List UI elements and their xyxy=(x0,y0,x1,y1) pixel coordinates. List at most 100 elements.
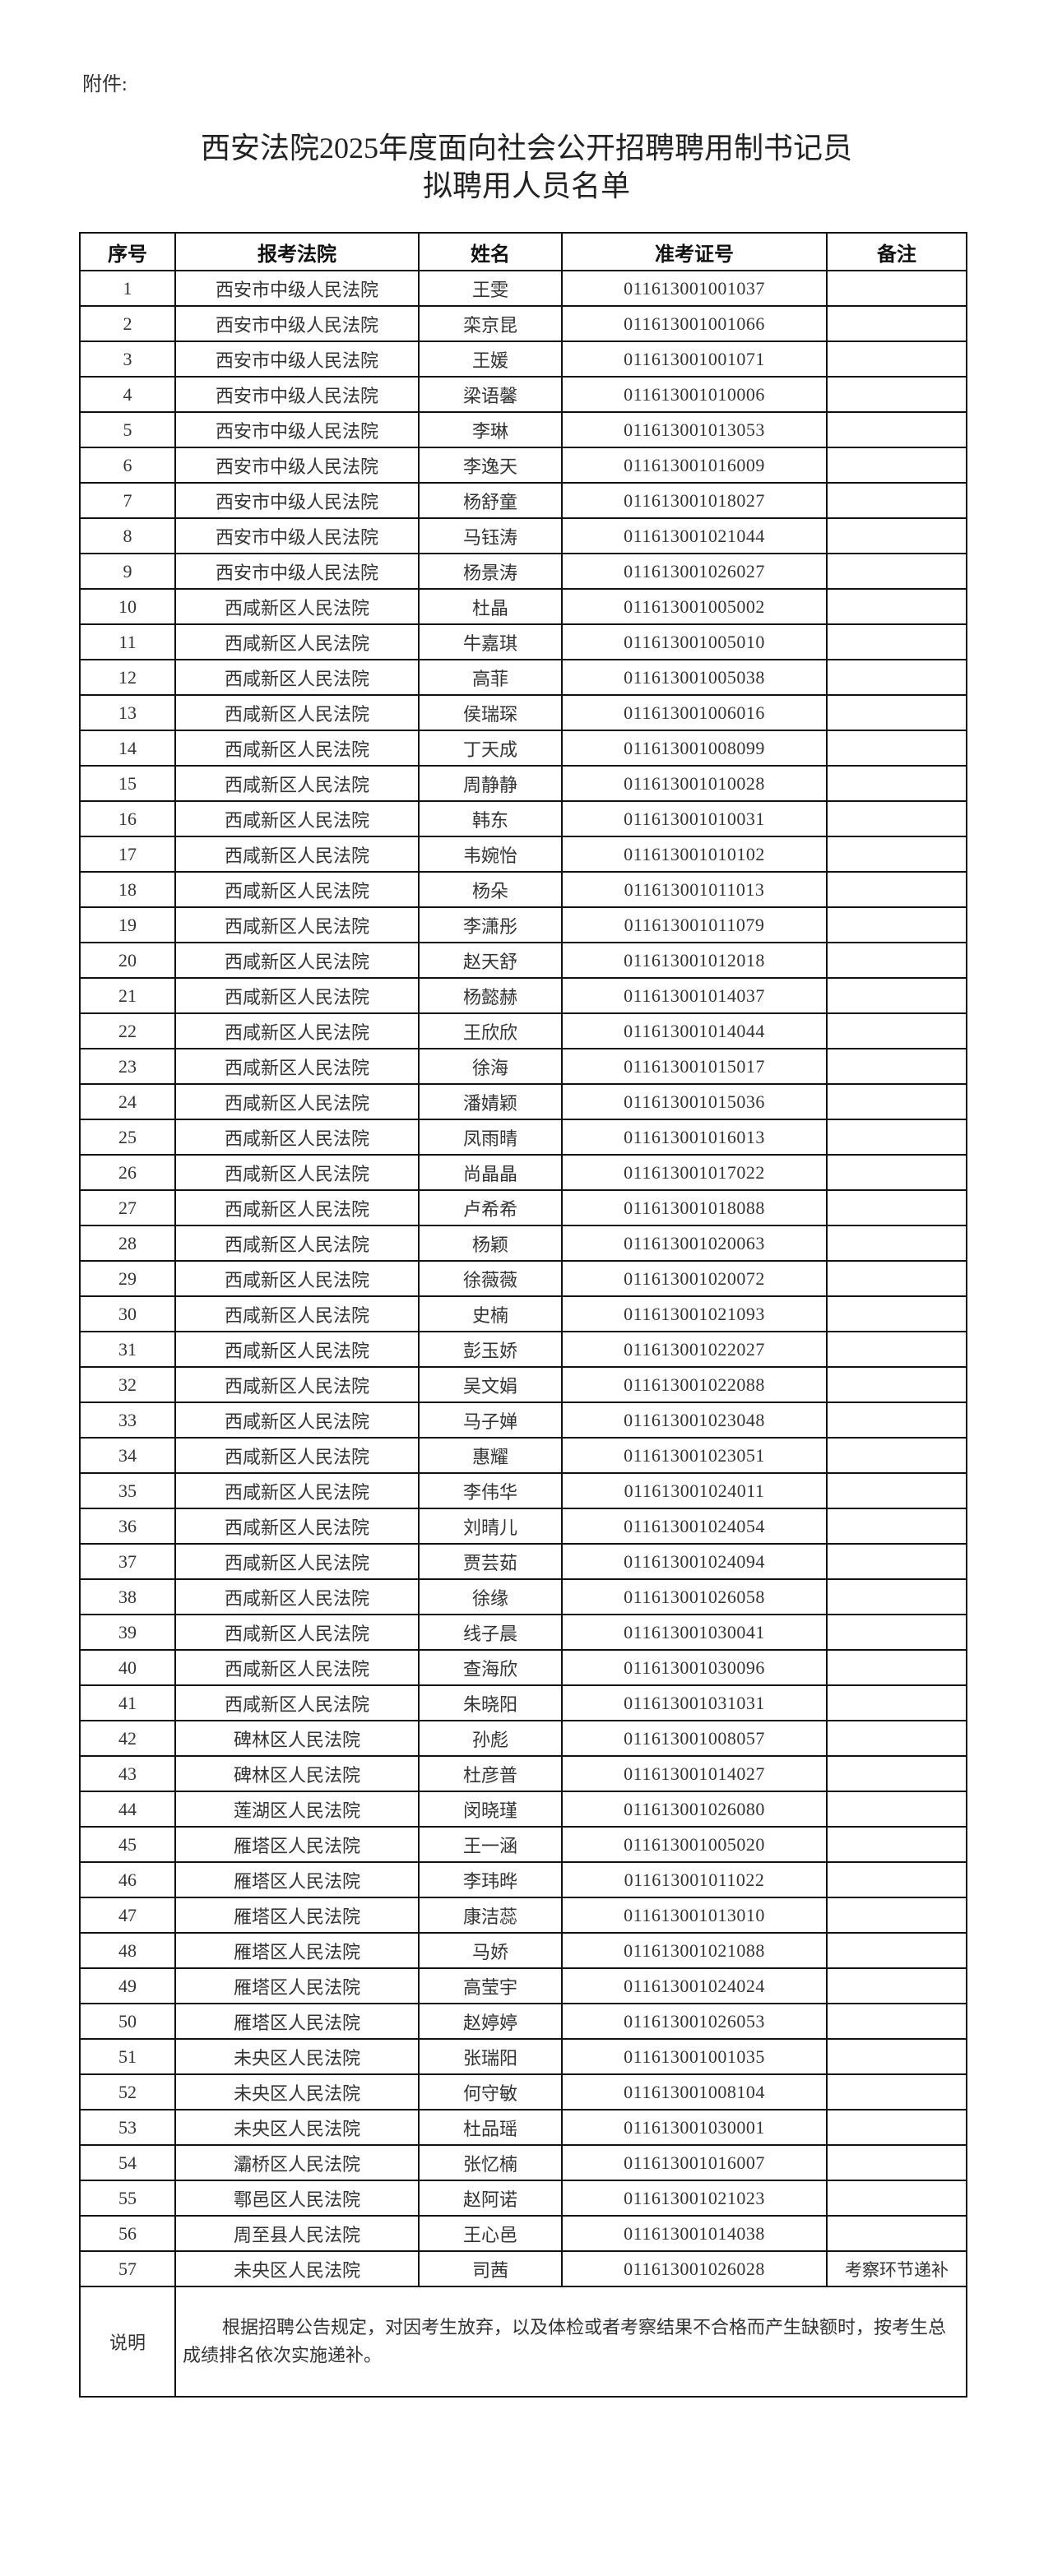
cell-remarks xyxy=(826,800,967,837)
cell-remarks xyxy=(826,447,967,484)
cell-name: 彭玉娇 xyxy=(418,1331,563,1368)
table-row: 45 雁塔区人民法院 王一涵 011613001005020 xyxy=(79,1826,967,1863)
cell-exam-id: 011613001030041 xyxy=(561,1614,828,1651)
table-row: 2 西安市中级人民法院 栾京昆 011613001001066 xyxy=(79,305,967,342)
cell-court: 西咸新区人民法院 xyxy=(174,1083,420,1120)
table-row: 23 西咸新区人民法院 徐海 011613001015017 xyxy=(79,1048,967,1085)
header-remarks: 备注 xyxy=(826,232,967,271)
cell-exam-id: 011613001030001 xyxy=(561,2109,828,2146)
cell-court: 西安市中级人民法院 xyxy=(174,305,420,342)
cell-index: 11 xyxy=(79,623,176,660)
cell-exam-id: 011613001026027 xyxy=(561,553,828,590)
cell-court: 莲湖区人民法院 xyxy=(174,1791,420,1828)
cell-remarks xyxy=(826,2215,967,2252)
cell-index: 46 xyxy=(79,1861,176,1898)
explanation-label: 说明 xyxy=(79,2286,176,2398)
cell-remarks xyxy=(826,411,967,448)
table-row: 25 西咸新区人民法院 凤雨晴 011613001016013 xyxy=(79,1119,967,1156)
cell-court: 未央区人民法院 xyxy=(174,2038,420,2075)
cell-exam-id: 011613001014037 xyxy=(561,977,828,1014)
table-row: 41 西咸新区人民法院 朱晓阳 011613001031031 xyxy=(79,1684,967,1721)
cell-court: 西咸新区人民法院 xyxy=(174,659,420,696)
cell-exam-id: 011613001021088 xyxy=(561,1932,828,1969)
cell-remarks xyxy=(826,1012,967,1049)
cell-index: 47 xyxy=(79,1897,176,1934)
table-row: 29 西咸新区人民法院 徐薇薇 011613001020072 xyxy=(79,1260,967,1297)
cell-court: 碑林区人民法院 xyxy=(174,1755,420,1792)
cell-index: 14 xyxy=(79,730,176,767)
cell-name: 牛嘉琪 xyxy=(418,623,563,660)
cell-remarks xyxy=(826,659,967,696)
table-row: 28 西咸新区人民法院 杨颖 011613001020063 xyxy=(79,1225,967,1262)
cell-index: 1 xyxy=(79,270,176,307)
cell-name: 徐缘 xyxy=(418,1578,563,1615)
cell-exam-id: 011613001020063 xyxy=(561,1225,828,1262)
cell-exam-id: 011613001026028 xyxy=(561,2250,828,2287)
table-row: 26 西咸新区人民法院 尚晶晶 011613001017022 xyxy=(79,1154,967,1191)
cell-remarks xyxy=(826,1119,967,1156)
header-exam-id: 准考证号 xyxy=(561,232,828,271)
header-index: 序号 xyxy=(79,232,176,271)
table-row: 54 灞桥区人民法院 张忆楠 011613001016007 xyxy=(79,2144,967,2181)
cell-index: 32 xyxy=(79,1366,176,1403)
cell-remarks xyxy=(826,1295,967,1332)
cell-name: 李潇彤 xyxy=(418,906,563,943)
cell-index: 43 xyxy=(79,1755,176,1792)
cell-index: 13 xyxy=(79,694,176,731)
cell-index: 31 xyxy=(79,1331,176,1368)
table-row: 50 雁塔区人民法院 赵婷婷 011613001026053 xyxy=(79,2003,967,2040)
cell-index: 34 xyxy=(79,1437,176,1474)
cell-remarks xyxy=(826,588,967,625)
table-row: 44 莲湖区人民法院 闵晓瑾 011613001026080 xyxy=(79,1791,967,1828)
cell-court: 西安市中级人民法院 xyxy=(174,447,420,484)
cell-name: 杨颖 xyxy=(418,1225,563,1262)
table-row: 22 西咸新区人民法院 王欣欣 011613001014044 xyxy=(79,1012,967,1049)
cell-name: 杨景涛 xyxy=(418,553,563,590)
cell-index: 51 xyxy=(79,2038,176,2075)
cell-index: 20 xyxy=(79,942,176,979)
table-row: 53 未央区人民法院 杜品瑶 011613001030001 xyxy=(79,2109,967,2146)
cell-remarks xyxy=(826,871,967,908)
cell-exam-id: 011613001010006 xyxy=(561,376,828,413)
table-row: 48 雁塔区人民法院 马娇 011613001021088 xyxy=(79,1932,967,1969)
cell-remarks xyxy=(826,1437,967,1474)
cell-exam-id: 011613001015017 xyxy=(561,1048,828,1085)
cell-name: 刘晴儿 xyxy=(418,1508,563,1545)
table-row: 18 西咸新区人民法院 杨朵 011613001011013 xyxy=(79,871,967,908)
cell-remarks xyxy=(826,1684,967,1721)
cell-index: 18 xyxy=(79,871,176,908)
cell-court: 西咸新区人民法院 xyxy=(174,588,420,625)
cell-remarks xyxy=(826,623,967,660)
cell-exam-id: 011613001005010 xyxy=(561,623,828,660)
cell-index: 49 xyxy=(79,1967,176,2004)
cell-court: 西咸新区人民法院 xyxy=(174,1048,420,1085)
cell-name: 李伟华 xyxy=(418,1472,563,1509)
cell-exam-id: 011613001021023 xyxy=(561,2180,828,2217)
table-row: 57 未央区人民法院 司茜 011613001026028 考察环节递补 xyxy=(79,2250,967,2287)
cell-name: 韩东 xyxy=(418,800,563,837)
cell-name: 朱晓阳 xyxy=(418,1684,563,1721)
cell-remarks xyxy=(826,553,967,590)
cell-name: 徐海 xyxy=(418,1048,563,1085)
cell-index: 29 xyxy=(79,1260,176,1297)
cell-name: 张瑞阳 xyxy=(418,2038,563,2075)
cell-exam-id: 011613001001071 xyxy=(561,341,828,378)
cell-remarks xyxy=(826,2109,967,2146)
table-row: 31 西咸新区人民法院 彭玉娇 011613001022027 xyxy=(79,1331,967,1368)
cell-exam-id: 011613001016013 xyxy=(561,1119,828,1156)
cell-exam-id: 011613001001066 xyxy=(561,305,828,342)
cell-name: 李玮晔 xyxy=(418,1861,563,1898)
table-row: 56 周至县人民法院 王心邑 011613001014038 xyxy=(79,2215,967,2252)
table-row: 21 西咸新区人民法院 杨懿赫 011613001014037 xyxy=(79,977,967,1014)
header-court: 报考法院 xyxy=(174,232,420,271)
table-row: 27 西咸新区人民法院 卢希希 011613001018088 xyxy=(79,1189,967,1226)
cell-name: 王一涵 xyxy=(418,1826,563,1863)
table-row: 55 鄠邑区人民法院 赵阿诺 011613001021023 xyxy=(79,2180,967,2217)
cell-court: 西咸新区人民法院 xyxy=(174,1614,420,1651)
cell-court: 西咸新区人民法院 xyxy=(174,1260,420,1297)
table-row: 1 西安市中级人民法院 王雯 011613001001037 xyxy=(79,270,967,307)
cell-name: 杨舒童 xyxy=(418,482,563,519)
cell-index: 25 xyxy=(79,1119,176,1156)
cell-name: 马子婵 xyxy=(418,1402,563,1439)
cell-index: 41 xyxy=(79,1684,176,1721)
